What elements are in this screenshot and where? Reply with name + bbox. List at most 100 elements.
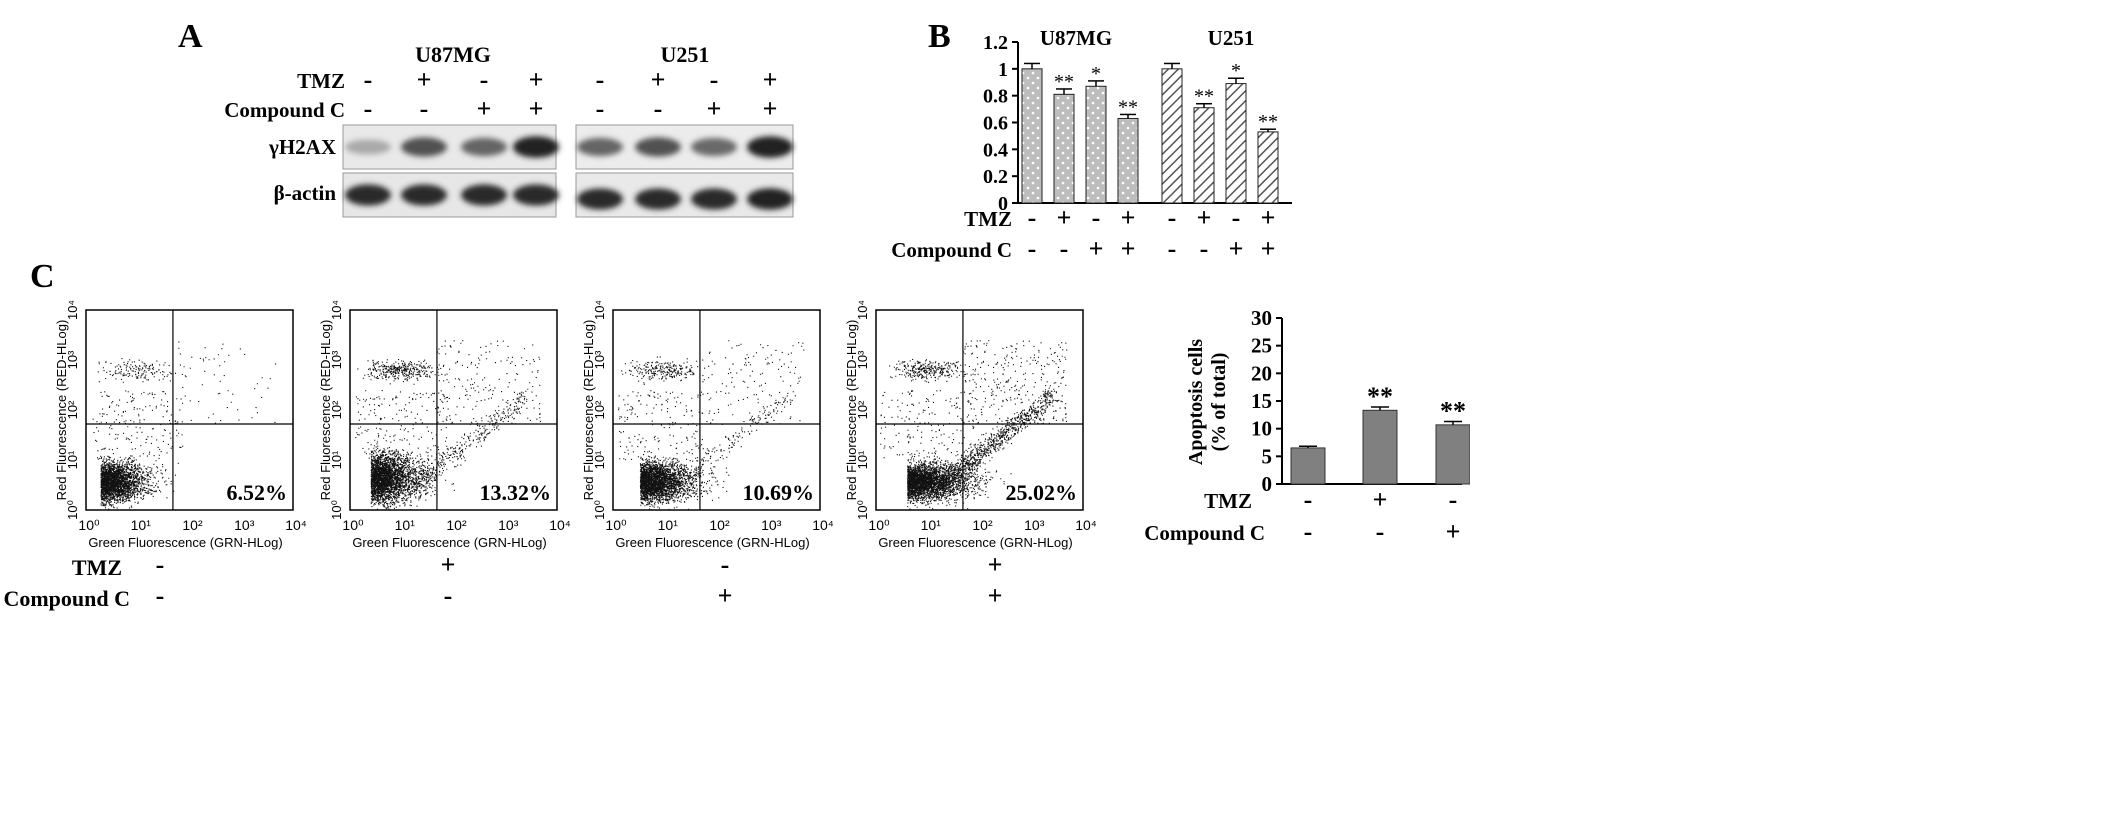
- panel-c-letter: C: [30, 258, 55, 295]
- blot-tmz-sign: +: [529, 65, 544, 94]
- flow-xlabel: Green Fluorescence (GRN-HLog): [88, 535, 282, 550]
- row-label-gh2ax: γH2AX: [268, 135, 336, 159]
- blot-band: [401, 137, 447, 157]
- panel-c-ylabel-line-1: Apoptosis cells: [1185, 339, 1207, 465]
- panel-c-bar-tmz-sign: -: [1304, 485, 1313, 514]
- flow-ytick-label: 10¹: [65, 450, 80, 469]
- blot-tmz-sign: +: [651, 65, 666, 94]
- flow-xtick-label: 10⁰: [342, 517, 364, 533]
- flow-ytick-label: 10²: [592, 400, 607, 419]
- panel-c-bar-compound-c-sign: +: [1446, 517, 1461, 546]
- panel-b-bar: [1193, 107, 1215, 204]
- blot-band: [345, 139, 391, 155]
- flow-xtick-label: 10³: [761, 517, 782, 533]
- panel-c-tmz-label: TMZ: [72, 555, 122, 580]
- blot-compound-c-sign: -: [654, 94, 663, 123]
- blot-tmz-sign: -: [710, 65, 719, 94]
- panel-c-bar-tmz-sign: -: [1449, 485, 1458, 514]
- flow-xlabel: Green Fluorescence (GRN-HLog): [352, 535, 546, 550]
- panel-b-ytick-label: 1.2: [983, 32, 1008, 54]
- panel-b-ytick-label: 0.2: [983, 166, 1008, 188]
- panel-b-compound-c-sign: -: [1200, 234, 1209, 263]
- panel-c-ytick-label: 30: [1251, 306, 1272, 330]
- flow-xtick-label: 10⁰: [78, 517, 100, 533]
- panel-b-significance: **: [1054, 71, 1074, 93]
- cell-line-label-u87mg: U87MG: [415, 42, 491, 67]
- blot-compound-c-label: Compound C: [224, 98, 345, 122]
- flow-xtick-label: 10¹: [395, 517, 416, 533]
- panel-b-compound-c-sign: +: [1261, 234, 1276, 263]
- flow-xtick-label: 10⁰: [868, 517, 890, 533]
- panel-b-significance: *: [1091, 63, 1101, 85]
- panel-b-significance: **: [1258, 111, 1278, 133]
- panel-b-ytick-label: 0: [998, 193, 1008, 215]
- panel-c-bar-tmz-label: TMZ: [1204, 489, 1252, 513]
- flow-ytick-label: 10⁰: [65, 500, 80, 520]
- flow-ytick-label: 10³: [855, 350, 870, 369]
- flow-ytick-label: 10³: [592, 350, 607, 369]
- flow-ylabel: Red Fluorescence (RED-HLog): [581, 320, 596, 501]
- panel-b-compound-c-sign: +: [1089, 234, 1104, 263]
- panel-b-bar: [1161, 68, 1183, 204]
- panel-c-bar-compound-c-label: Compound C: [1144, 521, 1265, 545]
- panel-b-compound-c-label: Compound C: [891, 238, 1012, 262]
- flow-ytick-label: 10¹: [592, 450, 607, 469]
- panel-c-ytick-label: 0: [1262, 472, 1273, 496]
- panel-c-ytick-label: 25: [1251, 334, 1272, 358]
- blot-band: [691, 188, 737, 210]
- panel-b-bar: [1257, 131, 1279, 204]
- panel-c-ytick-label: 15: [1251, 389, 1272, 413]
- flow-xtick-label: 10⁴: [285, 517, 307, 533]
- flow-xtick-label: 10⁰: [605, 517, 627, 533]
- panel-b-tmz-label: TMZ: [964, 207, 1012, 231]
- panel-c-compound-c-sign: +: [988, 581, 1003, 610]
- panel-c-significance: **: [1367, 382, 1393, 411]
- panel-c-tmz-sign: +: [988, 550, 1003, 579]
- flow-xtick-label: 10⁴: [812, 517, 834, 533]
- panel-c-bar: [1362, 409, 1398, 485]
- flow-events: [355, 340, 541, 511]
- panel-b-tmz-sign: -: [1092, 203, 1101, 232]
- flow-xtick-label: 10³: [234, 517, 255, 533]
- panel-c-tmz-sign: +: [441, 550, 456, 579]
- panel-b-compound-c-sign: -: [1168, 234, 1177, 263]
- panel-b-bar: [1117, 117, 1139, 204]
- flow-ytick-label: 10²: [855, 400, 870, 419]
- flow-ytick-label: 10¹: [329, 450, 344, 469]
- flow-ytick-label: 10²: [65, 400, 80, 419]
- panel-b-tmz-sign: -: [1028, 203, 1037, 232]
- panel-c-compound-c-sign: -: [444, 581, 453, 610]
- blot-band: [577, 188, 623, 210]
- flow-ytick-label: 10⁰: [592, 500, 607, 520]
- flow-ytick-label: 10³: [65, 350, 80, 369]
- panel-b-tmz-sign: -: [1168, 203, 1177, 232]
- blot-band: [401, 184, 447, 206]
- panel-c-bar: [1290, 447, 1326, 485]
- panel-b-significance: **: [1118, 96, 1138, 118]
- panel-b-tmz-sign: +: [1057, 203, 1072, 232]
- blot-tmz-signs: - + - + - + - +: [364, 65, 778, 94]
- flow-percentage: 25.02%: [1006, 480, 1078, 505]
- blot-band: [747, 188, 793, 210]
- flow-ytick-label: 10²: [329, 400, 344, 419]
- blot-band: [461, 137, 507, 157]
- flow-ylabel: Red Fluorescence (RED-HLog): [318, 320, 333, 501]
- blot-band: [461, 184, 507, 206]
- flow-ytick-label: 10⁴: [329, 300, 344, 320]
- flow-xtick-label: 10¹: [131, 517, 152, 533]
- blot-compound-c-sign: +: [529, 94, 544, 123]
- flow-xtick-label: 10³: [1024, 517, 1045, 533]
- flow-xtick-label: 10¹: [921, 517, 942, 533]
- blot-compound-c-sign: +: [707, 94, 722, 123]
- flow-xtick-label: 10¹: [658, 517, 679, 533]
- blot-band: [747, 136, 793, 158]
- flow-ytick-label: 10⁰: [855, 500, 870, 520]
- panel-b-significance: *: [1231, 60, 1241, 82]
- flow-xtick-label: 10²: [446, 517, 467, 533]
- blot-band: [635, 188, 681, 210]
- blot-compound-c-signs: - - + + - - + +: [364, 94, 778, 123]
- panel-c-compound-c-sign: -: [156, 581, 165, 610]
- panel-c-tmz-sign: -: [721, 550, 730, 579]
